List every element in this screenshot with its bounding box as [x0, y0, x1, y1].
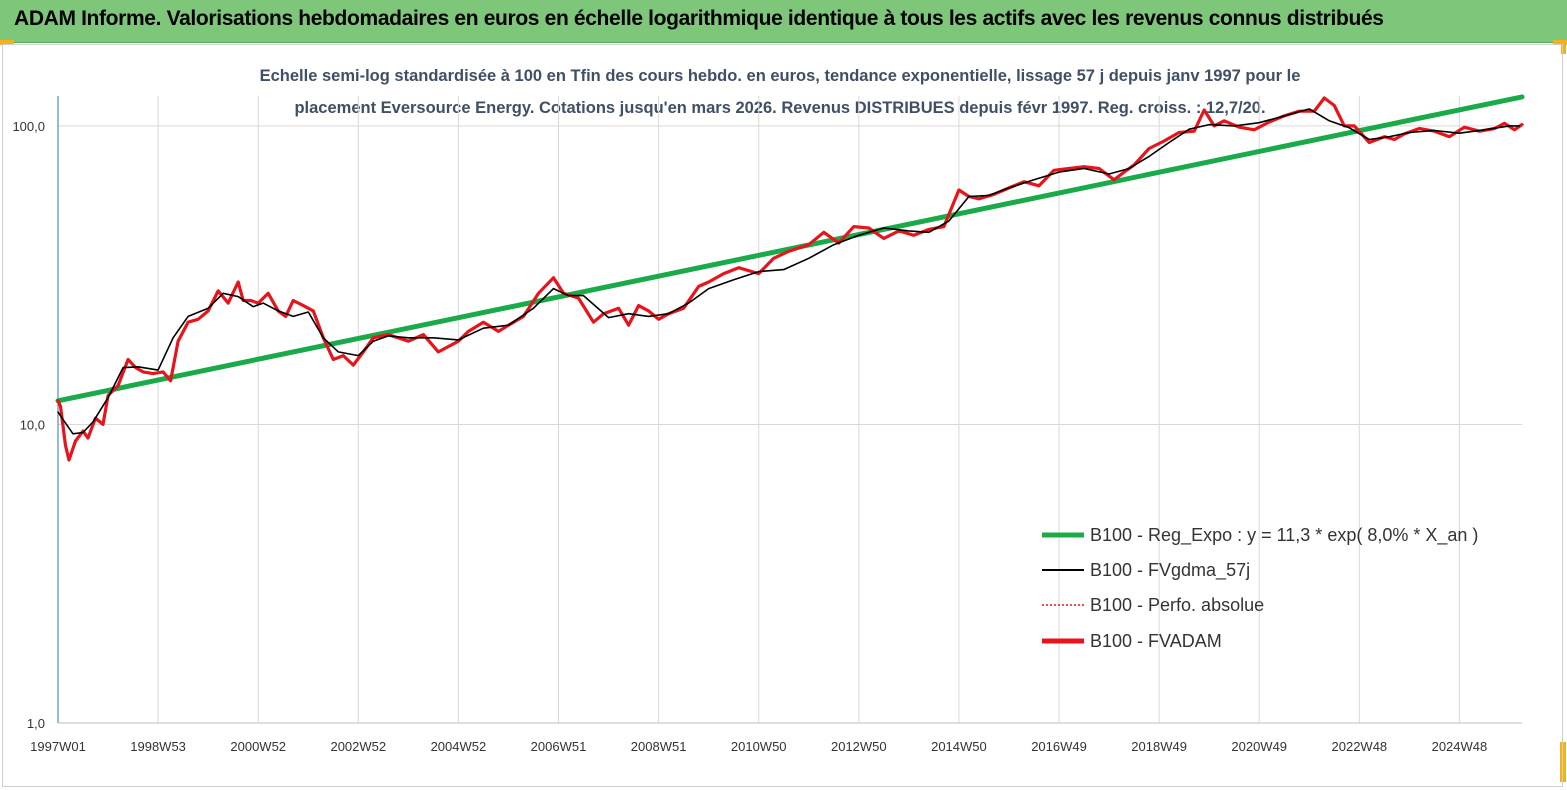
x-tick-label: 2016W49	[1031, 739, 1087, 754]
x-tick-label: 2018W49	[1131, 739, 1187, 754]
x-tick-label: 2020W49	[1231, 739, 1287, 754]
header-bar: ADAM Informe. Valorisations hebdomadaire…	[0, 0, 1567, 43]
corner-mark-top-left	[0, 40, 14, 45]
corner-mark-top-right	[1553, 40, 1567, 45]
tick-labels: 1997W01 1998W53 2000W52 2002W52 2004W52 2006W…	[12, 119, 1487, 754]
x-tick-label: 2022W48	[1332, 739, 1388, 754]
series-lines	[55, 94, 1525, 462]
chart-title-line-2: placement Eversource Energy. Cotations j…	[294, 99, 1266, 117]
x-tick-label: 2000W52	[230, 739, 286, 754]
x-tick-label: 2006W51	[531, 739, 587, 754]
x-tick-label: 2010W50	[731, 739, 787, 754]
corner-mark-side-right	[1561, 40, 1566, 54]
legend: B100 - Reg_Expo : y = 11,3 * exp( 8,0% *…	[1042, 525, 1478, 651]
x-tick-label: 2004W52	[431, 739, 487, 754]
y-tick-label: 100,0	[12, 119, 45, 134]
chart-frame	[2, 44, 1563, 787]
legend-label: B100 - FVgdma_57j	[1090, 560, 1250, 581]
grid-lines	[58, 96, 1522, 723]
x-tick-label: 2008W51	[631, 739, 687, 754]
x-tick-label: 1998W53	[130, 739, 186, 754]
x-tick-label: 2002W52	[330, 739, 386, 754]
x-tick-label: 1997W01	[30, 739, 86, 754]
legend-label: B100 - Reg_Expo : y = 11,3 * exp( 8,0% *…	[1090, 525, 1478, 546]
fvgdma-line	[57, 108, 1521, 435]
chart-title-line-1: Echelle semi-log standardisée à 100 en T…	[259, 67, 1301, 85]
legend-label: B100 - Perfo. absolue	[1090, 595, 1264, 615]
legend-label: B100 - FVADAM	[1090, 631, 1222, 651]
x-tick-label: 2024W48	[1432, 739, 1488, 754]
y-tick-label: 1,0	[27, 716, 45, 731]
axes	[57, 96, 1522, 724]
x-tick-label: 2012W50	[831, 739, 887, 754]
regression-line	[55, 94, 1525, 404]
header-title: ADAM Informe. Valorisations hebdomadaire…	[14, 7, 1384, 30]
fvadam-line	[56, 96, 1524, 462]
x-tick-label: 2014W50	[931, 739, 987, 754]
corner-mark-bottom-right	[1560, 742, 1566, 782]
y-tick-label: 10,0	[20, 417, 45, 432]
